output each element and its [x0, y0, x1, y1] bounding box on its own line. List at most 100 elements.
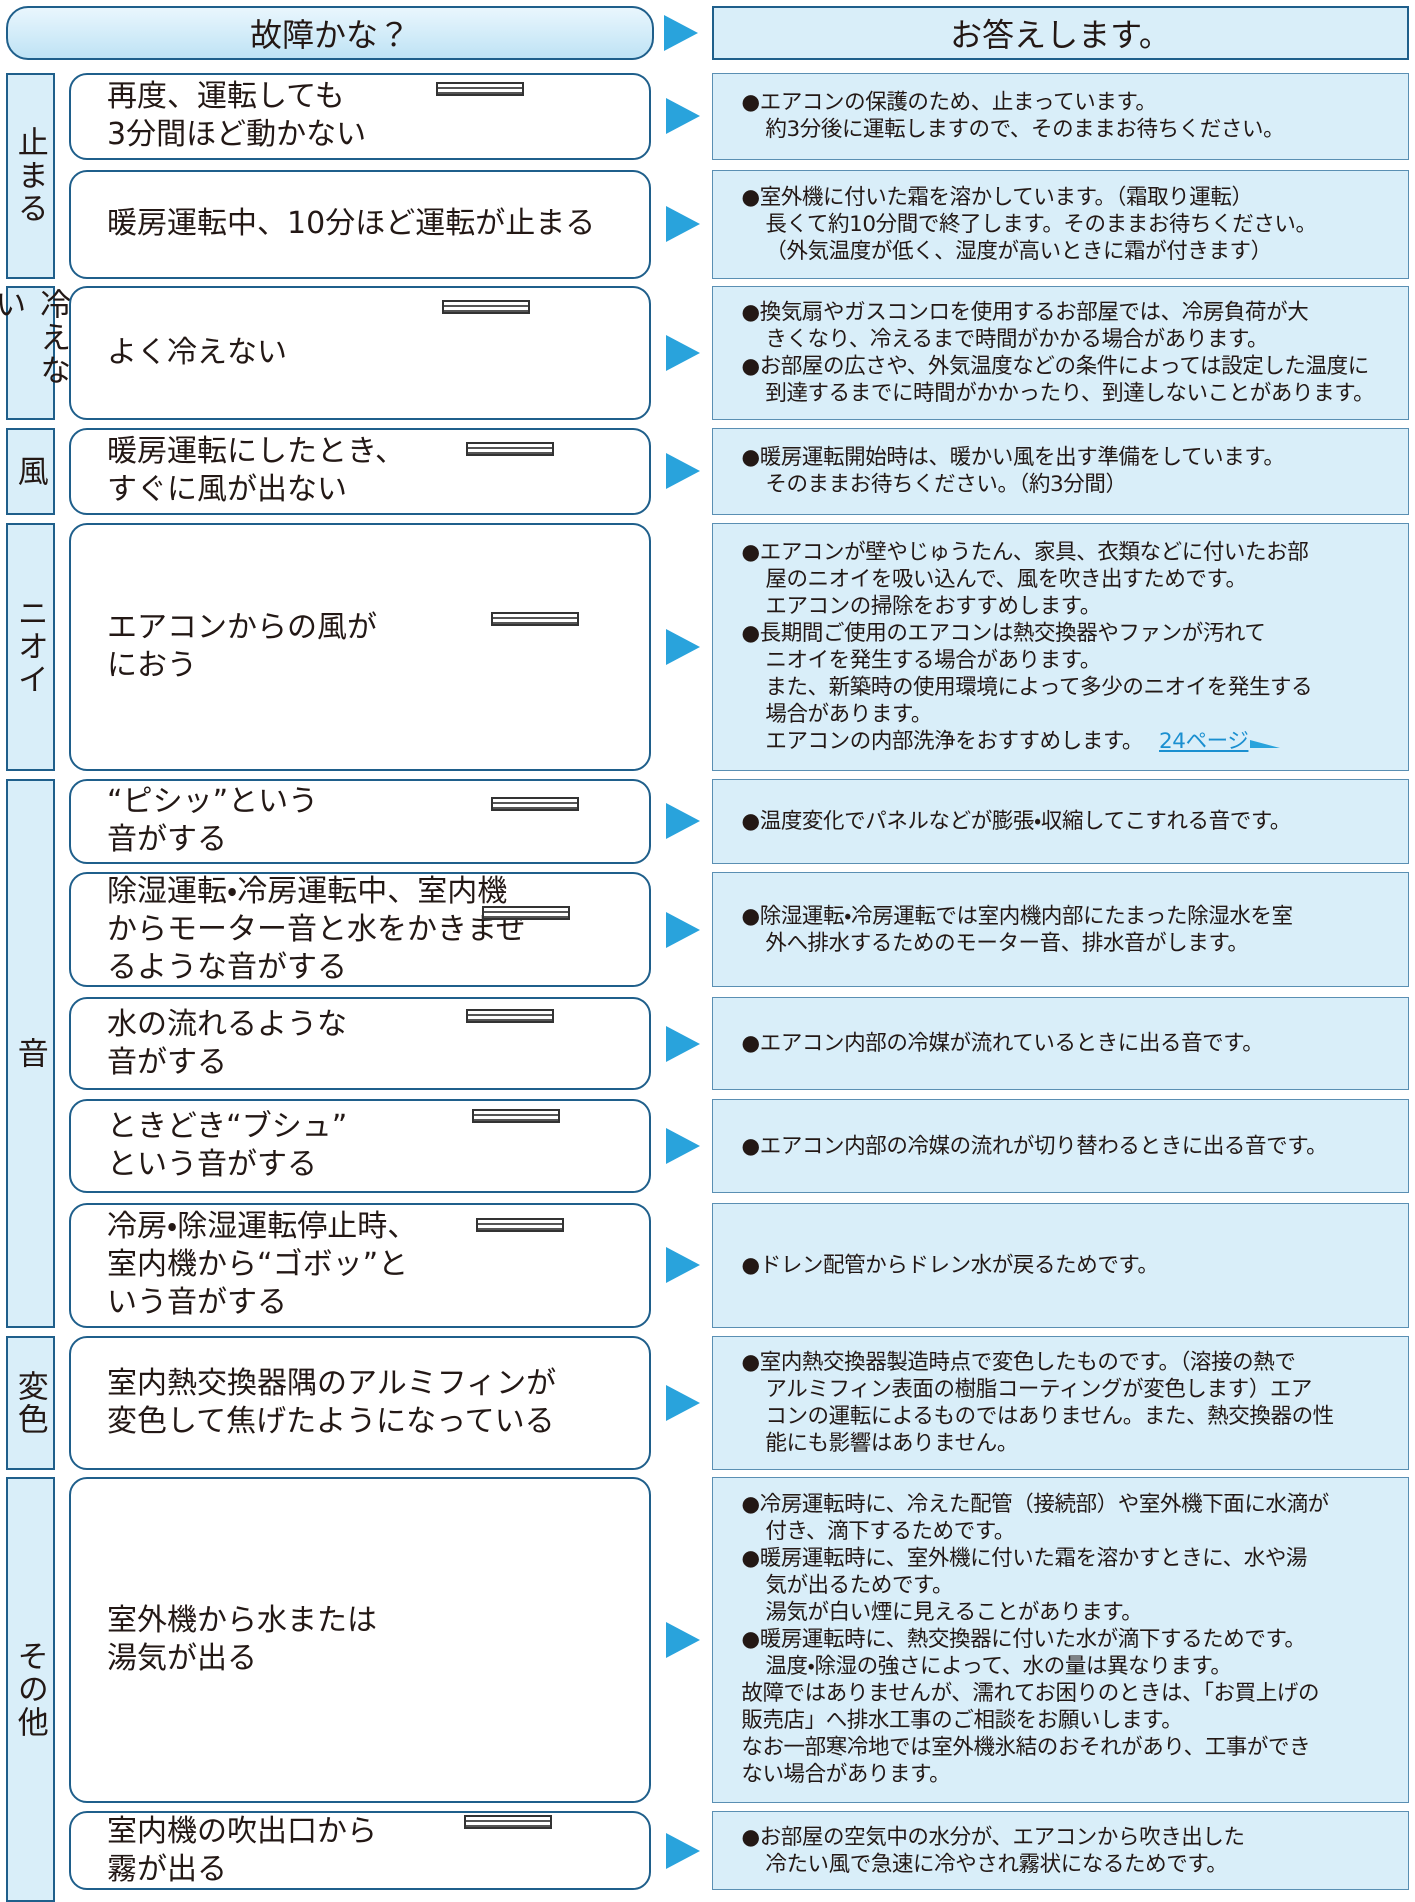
answer-text: ●お部屋の空気中の水分が、エアコンから吹き出した — [741, 1824, 1408, 1851]
problem-text: 室内機の吹出口から — [107, 1813, 378, 1849]
answer-line: ●室外機に付いた霜を溶かしています。（霜取り運転） — [741, 184, 1253, 210]
problem-text: 変色して焦げたようになっている — [107, 1403, 555, 1439]
answer-text: エアコンの掃除をおすすめします。 — [741, 593, 1408, 620]
problem-text: 3分間ほど動かない — [107, 117, 367, 153]
arrow — [666, 803, 701, 840]
problem-text: 音がする — [107, 822, 228, 858]
arrow — [666, 1128, 701, 1165]
answer-line: ●冷房運転時に、冷えた配管（接続部）や室外機下面に水滴が — [741, 1492, 1329, 1518]
answer-text: 到達するまでに時間がかかったり、到達しないことがあります。 — [741, 380, 1408, 407]
category-label: 変色 — [11, 1369, 48, 1436]
problem-text: いう音がする — [107, 1285, 288, 1321]
problem-text: るような音がする — [107, 949, 348, 985]
answer-text: ニオイを発生する場合があります。 — [741, 647, 1408, 674]
answer-text: きくなり、冷えるまで時間がかかる場合があります。 — [741, 326, 1408, 353]
illustration — [476, 1217, 565, 1232]
answer-cell: ●エアコン内部の冷媒の流れが切り替わるときに出る音です。 — [712, 1098, 1409, 1194]
answer-line: ●ドレン配管からドレン水が戻るためです。 — [741, 1252, 1159, 1278]
illustration — [442, 300, 531, 315]
problem-text: 冷房・除湿運転停止時、 — [107, 1209, 418, 1245]
problem-cell: 再度、運転しても 3分間ほど動かない — [69, 72, 651, 160]
problem-text: からモーター音と水をかきまぜ — [107, 911, 527, 947]
answer-text: 販売店」へ排水工事のご相談をお願いします。 — [741, 1707, 1408, 1734]
problem-cell: 暖房運転中、10分ほど運転が止まる — [69, 169, 651, 279]
arrow — [666, 1621, 701, 1658]
illustration — [482, 906, 571, 921]
problem-text: 室外機から水または — [107, 1602, 378, 1638]
answer-text: コンの運転によるものではありません。また、熱交換器の性 — [741, 1403, 1408, 1430]
answer-line: ●温度変化でパネルなどが膨張・収縮してこすれる音です。 — [741, 808, 1291, 834]
category-label: 冷えない — [0, 287, 71, 387]
answer-line: 湯気が白い煙に見えることがあります。 — [765, 1600, 1143, 1626]
answer-line: ●換気扇やガスコンロを使用するお部屋では、冷房負荷が大 — [741, 300, 1309, 326]
answer-line: 故障ではありませんが、濡れてお困りのときは、「お買上げの — [741, 1681, 1320, 1707]
answer-cell: ●換気扇やガスコンロを使用するお部屋では、冷房負荷が大 きくなり、冷えるまで時間が… — [712, 285, 1409, 421]
problem-text: 霧が出る — [107, 1851, 228, 1887]
answer-text: ない場合があります。 — [741, 1761, 1408, 1788]
answer-line: 冷たい風で急速に冷やされ霧状になるためです。 — [765, 1851, 1228, 1877]
answer-line: ●エアコン内部の冷媒が流れているときに出る音です。 — [741, 1031, 1264, 1057]
illustration — [466, 1009, 555, 1024]
answer-cell: ●お部屋の空気中の水分が、エアコンから吹き出した 冷たい風で急速に冷やされ霧状にな… — [712, 1811, 1409, 1890]
answer-text: ●暖房運転時に、室外機に付いた霜を溶かすときに、水や湯 — [741, 1545, 1408, 1572]
arrow — [666, 453, 701, 490]
answer-line: エアコンの掃除をおすすめします。 — [765, 593, 1101, 619]
illustration — [466, 442, 555, 457]
answer-cell: ●冷房運転時に、冷えた配管（接続部）や室外機下面に水滴が 付き、滴下するためです。… — [712, 1476, 1409, 1803]
answer-text: ●除湿運転・冷房運転では室内機内部にたまった除湿水を室 — [741, 903, 1408, 930]
answer-line: 屋のニオイを吸い込んで、風を吹き出すためです。 — [765, 566, 1247, 592]
answer-line: 到達するまでに時間がかかったり、到達しないことがあります。 — [765, 381, 1375, 407]
link-arrow — [1250, 739, 1281, 748]
answer-text: エアコンの内部洗浄をおすすめします。 24ページ — [741, 728, 1408, 755]
problem-text: エアコンからの風が — [107, 609, 378, 645]
answer-text: ●冷房運転時に、冷えた配管（接続部）や室外機下面に水滴が — [741, 1491, 1408, 1518]
answer-text: ●お部屋の広さや、外気温度などの条件によっては設定した温度に — [741, 353, 1408, 380]
answer-text: なお一部寒冷地では室外機氷結のおそれがあり、工事ができ — [741, 1734, 1408, 1761]
arrow — [666, 206, 701, 243]
answer-text: 約3分後に運転しますので、そのままお待ちください。 — [741, 116, 1408, 143]
answer-text: 気が出るためです。 — [741, 1572, 1408, 1599]
illustration — [472, 1108, 561, 1123]
illustration — [490, 797, 579, 812]
problem-text: におう — [107, 647, 198, 683]
category: その他 — [6, 1476, 55, 1902]
arrow — [664, 15, 698, 51]
answer-text: 湯気が白い煙に見えることがあります。 — [741, 1599, 1408, 1626]
problem-text: 音がする — [107, 1044, 228, 1080]
problem-cell: ときどき“ブシュ” という音がする — [69, 1098, 651, 1194]
illustration — [490, 611, 579, 626]
answer-text: アルミフィン表面の樹脂コーティングが変色します）エア — [741, 1376, 1408, 1403]
answer-cell: ●室外機に付いた霜を溶かしています。（霜取り運転） 長くて約10分間で終了します。… — [712, 169, 1409, 279]
answer-text: ●エアコン内部の冷媒の流れが切り替わるときに出る音です。 — [741, 1133, 1408, 1160]
answer-line: ニオイを発生する場合があります。 — [765, 647, 1101, 673]
illustration — [464, 1814, 552, 1829]
answer-line: エアコンの内部洗浄をおすすめします。 — [765, 728, 1144, 754]
answer-line: コンの運転によるものではありません。また、熱交換器の性 — [765, 1403, 1334, 1429]
category: 変色 — [6, 1336, 55, 1470]
answer-line: ●エアコンが壁やじゅうたん、家具、衣類などに付いたお部 — [741, 539, 1309, 565]
answer-line: （外気温度が低く、湿度が高いときに霜が付きます） — [765, 238, 1272, 264]
problem-text: すぐに風が出ない — [107, 472, 348, 508]
answer-line: ●長期間ご使用のエアコンは熱交換器やファンが汚れて — [741, 620, 1266, 646]
answer-text: ●エアコン内部の冷媒が流れているときに出る音です。 — [741, 1030, 1408, 1057]
category-label: その他 — [11, 1639, 48, 1739]
problem-cell: 室内熱交換器隅のアルミフィンが 変色して焦げたようになっている — [69, 1336, 651, 1470]
problem-text: 室内熱交換器隅のアルミフィンが — [107, 1365, 557, 1401]
page-link[interactable]: 24ページ — [1159, 728, 1249, 754]
answer-line: なお一部寒冷地では室外機氷結のおそれがあり、工事ができ — [741, 1735, 1311, 1761]
problem-text: よく冷えない — [107, 335, 288, 371]
arrow — [666, 628, 701, 665]
answer-text: そのままお待ちください。（約3分間） — [741, 471, 1408, 498]
problem-cell: 水の流れるような 音がする — [69, 997, 651, 1091]
arrow — [666, 1247, 701, 1284]
answer-text: 場合があります。 — [741, 701, 1408, 728]
problem-text: 暖房運転にしたとき、 — [107, 434, 405, 470]
category: ニオイ — [6, 523, 55, 771]
problem-cell: 暖房運転にしたとき、 すぐに風が出ない — [69, 427, 651, 515]
answer-line: ●室内熱交換器製造時点で変色したものです。（溶接の熱で — [741, 1349, 1296, 1375]
answer-line: ●除湿運転・冷房運転では室内機内部にたまった除湿水を室 — [741, 903, 1293, 929]
problem-text: 暖房運転中、10分ほど運転が止まる — [107, 206, 596, 242]
category-label: 音 — [11, 1036, 48, 1070]
answer-text: ●エアコンが壁やじゅうたん、家具、衣類などに付いたお部 — [741, 539, 1408, 566]
